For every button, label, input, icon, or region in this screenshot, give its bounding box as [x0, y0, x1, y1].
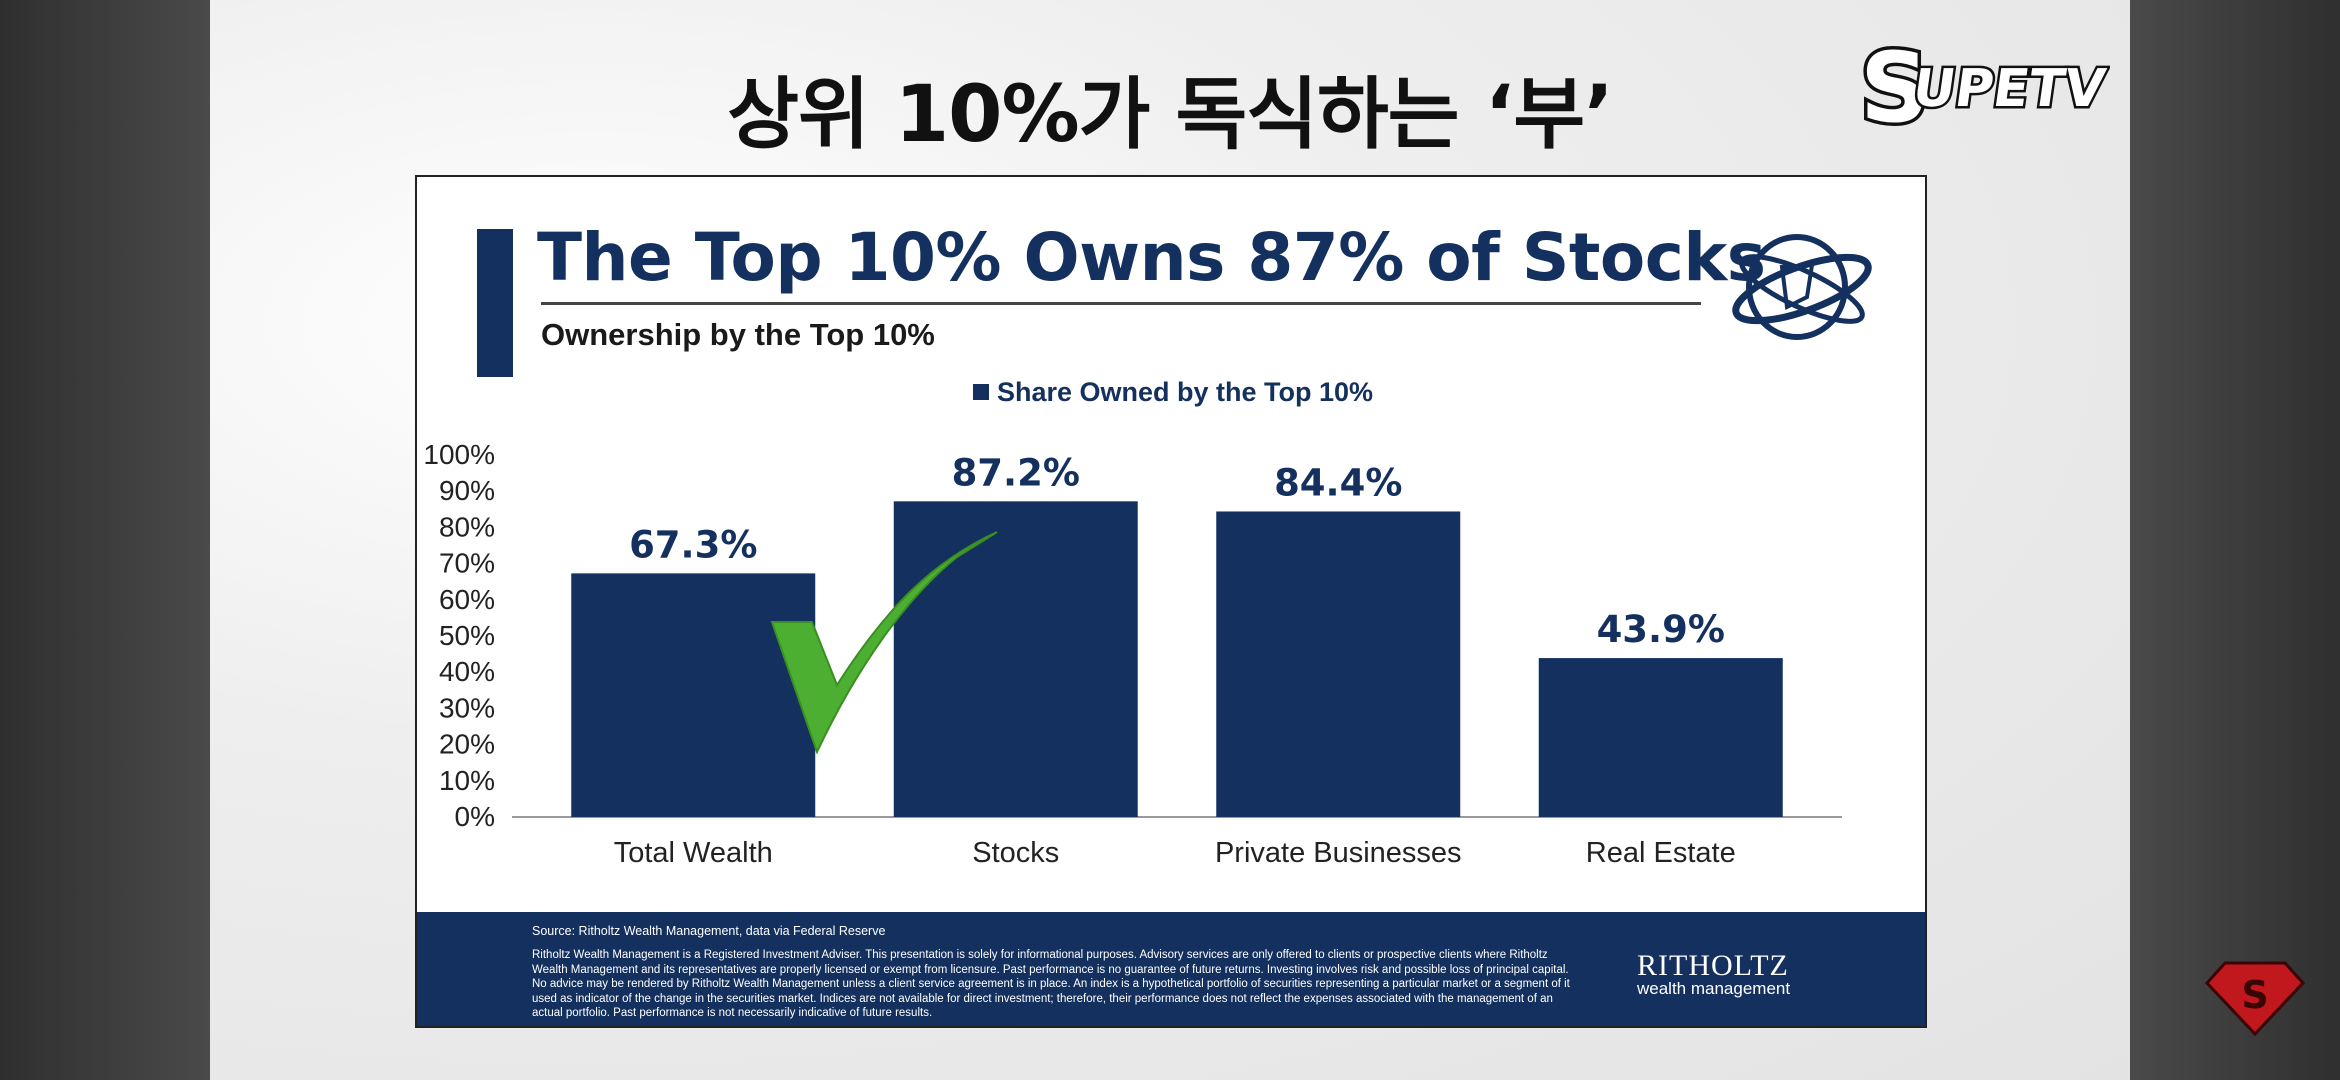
y-tick-label: 40% — [439, 656, 495, 687]
svg-text:UPETV: UPETV — [1909, 59, 2110, 119]
y-tick-label: 50% — [439, 620, 495, 651]
bars: 67.3% 87.2% 84.4% 43.9% — [571, 451, 1783, 817]
slide-footer: Source: Ritholtz Wealth Management, data… — [417, 912, 1925, 1026]
y-tick-label: 30% — [439, 692, 495, 723]
y-tick-label: 90% — [439, 475, 495, 506]
y-tick-label: 60% — [439, 584, 495, 615]
y-tick-label: 20% — [439, 729, 495, 760]
y-axis: 100% 90% 80% 70% 60% 50% 40% 30% 20% 10% 0% — [423, 439, 1842, 832]
title-accent-bar — [477, 229, 513, 377]
y-tick-label: 10% — [439, 765, 495, 796]
footer-brand-name: RITHOLTZ — [1637, 949, 1789, 982]
x-category-label: Total Wealth — [614, 837, 773, 869]
green-checkmark-icon — [770, 531, 998, 755]
bar-real-estate — [1538, 658, 1783, 817]
legend-label: Share Owned by the Top 10% — [996, 377, 1374, 407]
footer-brand: RITHOLTZ wealth management — [1637, 949, 1877, 1012]
bar-stocks — [893, 501, 1138, 817]
chart-title: The Top 10% Owns 87% of Stocks — [537, 219, 1766, 296]
x-category-label: Stocks — [972, 837, 1059, 869]
superman-shield-icon: S — [2205, 961, 2305, 1037]
x-axis: Total Wealth Stocks Private Businesses Real… — [614, 837, 1736, 869]
svg-text:S: S — [1860, 32, 1929, 144]
svg-text:S: S — [2241, 973, 2268, 1017]
bar-chart: 100% 90% 80% 70% 60% 50% 40% 30% 20% 10% 0% 67.3% 8… — [423, 439, 1842, 869]
chart-legend: Share Owned by the Top 10% — [417, 377, 1925, 408]
supetv-logo: S UPETV — [1857, 29, 2111, 148]
y-tick-label: 70% — [439, 548, 495, 579]
bar-value-label: 84.4% — [1274, 461, 1402, 504]
footer-source: Source: Ritholtz Wealth Management, data… — [532, 924, 886, 938]
right-dark-border — [2130, 0, 2340, 1080]
korean-title: 상위 10%가 독식하는 ‘부’ — [727, 70, 1614, 160]
x-category-label: Private Businesses — [1215, 837, 1462, 869]
ritholtz-globe-logo — [1732, 234, 1872, 340]
y-tick-label: 0% — [455, 801, 495, 832]
bar-value-label: 87.2% — [952, 451, 1080, 494]
chart-slide: The Top 10% Owns 87% of Stocks Ownership… — [415, 175, 1927, 1028]
title-underline — [541, 302, 1701, 305]
y-tick-label: 80% — [439, 511, 495, 542]
bar-total-wealth — [571, 573, 816, 817]
bar-value-label: 43.9% — [1597, 608, 1725, 651]
footer-disclaimer: Ritholtz Wealth Management is a Register… — [532, 949, 1570, 1019]
bar-value-label: 67.3% — [629, 523, 757, 566]
y-tick-label: 100% — [423, 439, 495, 470]
video-frame: 상위 10%가 독식하는 ‘부’ S UPETV The Top 10% Own… — [210, 0, 2130, 1080]
chart-subtitle: Ownership by the Top 10% — [541, 317, 935, 352]
legend-swatch — [972, 384, 989, 400]
left-dark-border — [0, 0, 210, 1080]
bar-private-businesses — [1216, 511, 1461, 817]
x-category-label: Real Estate — [1586, 837, 1736, 869]
footer-brand-sub: wealth management — [1637, 979, 1791, 998]
